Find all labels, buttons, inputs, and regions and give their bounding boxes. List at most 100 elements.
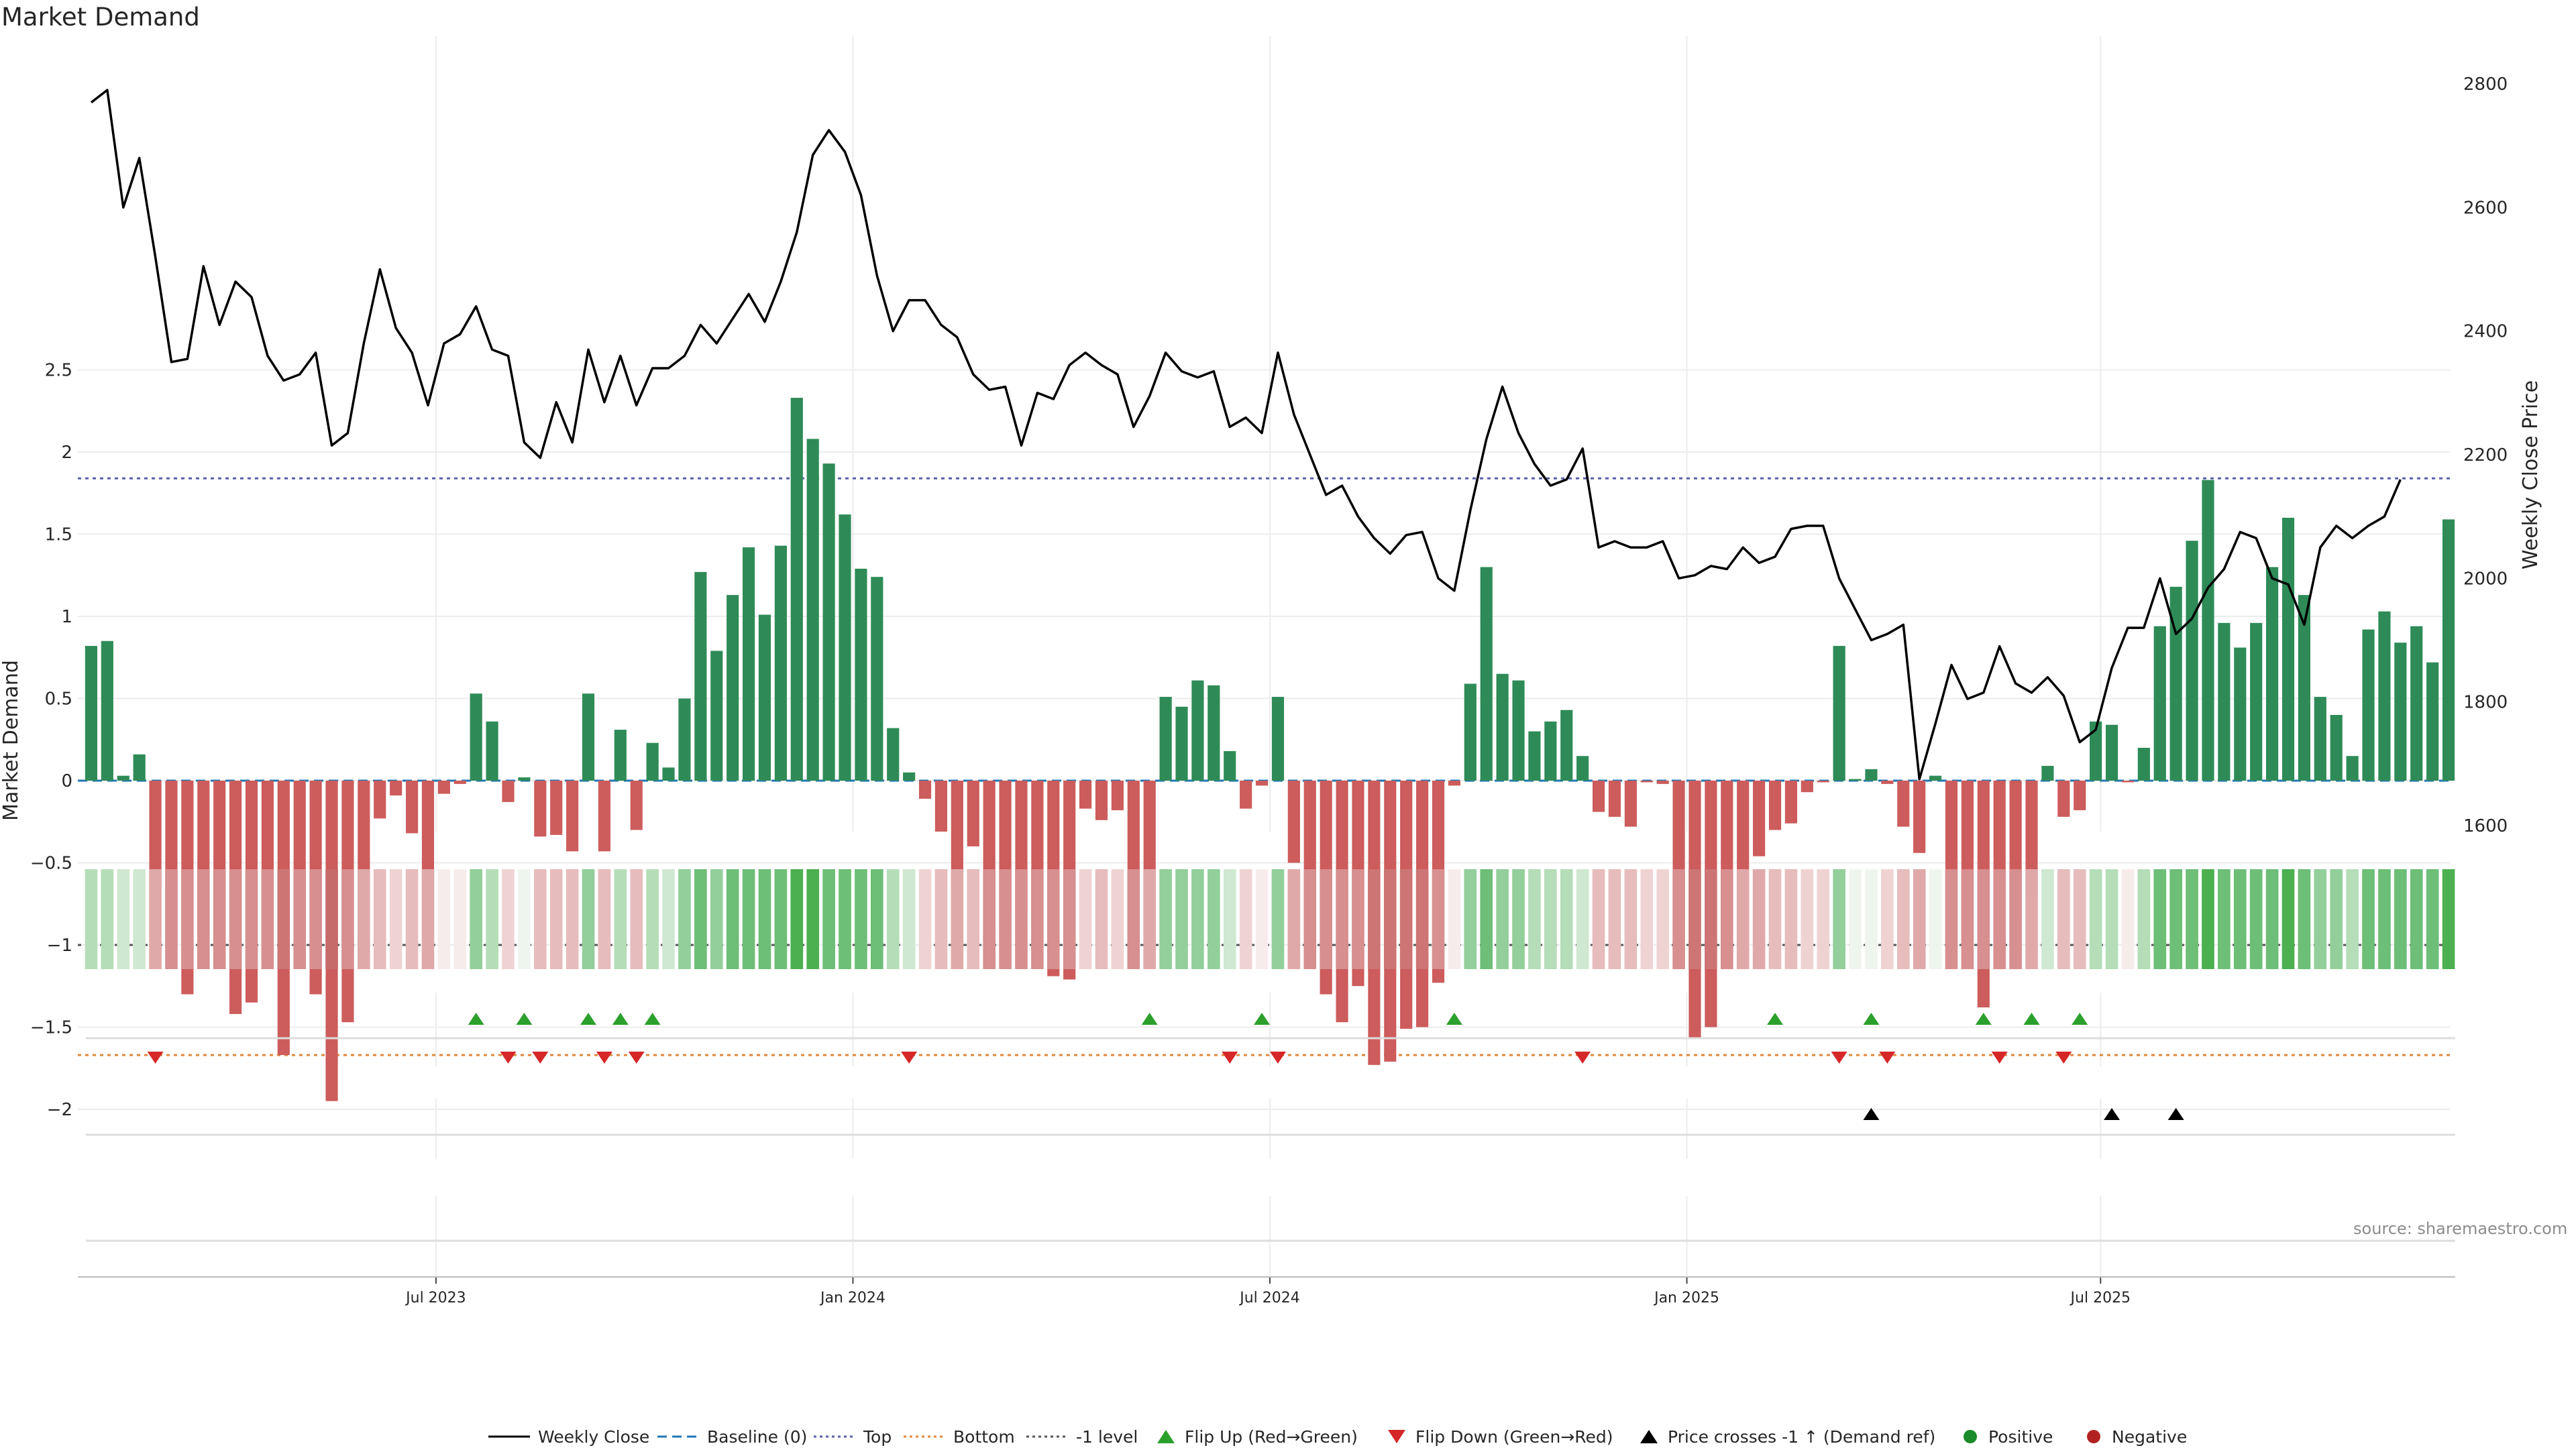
demand-bar xyxy=(1817,781,1829,783)
demand-bar xyxy=(1111,781,1124,811)
demand-bar xyxy=(2169,586,2182,781)
event-markers xyxy=(86,1013,2455,1242)
price-cross-marker xyxy=(2167,1108,2184,1120)
flip-down-marker xyxy=(1574,1052,1591,1064)
strength-cell xyxy=(453,869,467,969)
dotted-line-swatch-icon xyxy=(814,1435,855,1438)
demand-bar xyxy=(2090,721,2102,781)
strength-cell xyxy=(2121,869,2135,969)
flip-down-marker xyxy=(1831,1052,1847,1064)
strength-cell xyxy=(277,869,290,969)
source-note: source: sharemaestro.com xyxy=(2353,1219,2568,1238)
strength-cell xyxy=(1480,869,1493,969)
strength-cell xyxy=(389,869,402,969)
strength-cell xyxy=(902,869,916,969)
demand-bar xyxy=(85,646,98,781)
strength-cell xyxy=(502,869,515,969)
strength-cell xyxy=(117,869,130,969)
strength-cell xyxy=(133,869,146,969)
demand-bar xyxy=(1624,781,1637,827)
legend-label: Bottom xyxy=(953,1427,1015,1447)
y-tick-label: 2 xyxy=(61,443,72,463)
x-tick-label: Jul 2024 xyxy=(1238,1290,1300,1306)
strength-cell xyxy=(341,869,354,969)
legend-negative: Negative xyxy=(2084,1423,2187,1450)
flip-up-marker xyxy=(580,1013,597,1025)
x-tick-label: Jul 2023 xyxy=(405,1290,466,1306)
strength-cell xyxy=(405,869,419,969)
demand-bar xyxy=(1287,781,1300,863)
demand-bar xyxy=(2330,715,2343,781)
x-tick-label: Jan 2024 xyxy=(819,1290,885,1306)
strength-cell xyxy=(2394,869,2407,969)
strength-cell xyxy=(1833,869,1845,969)
strength-cell xyxy=(855,869,867,969)
demand-bar xyxy=(1095,781,1108,820)
strength-cell xyxy=(1784,869,1798,969)
demand-bar xyxy=(855,568,867,781)
strength-cell xyxy=(1015,869,1028,969)
triangle-up-icon xyxy=(1640,1430,1658,1443)
strength-cell xyxy=(165,869,178,969)
strength-cell xyxy=(886,869,900,969)
y-tick-label: −0.5 xyxy=(30,854,72,874)
strength-cell xyxy=(2426,869,2439,969)
demand-bar xyxy=(582,693,595,781)
demand-bar xyxy=(1480,567,1493,781)
price-cross-marker xyxy=(1863,1108,1880,1120)
demand-bar xyxy=(1464,683,1477,781)
flip-down-marker xyxy=(1991,1052,2008,1064)
strength-cell xyxy=(678,869,691,969)
demand-bar xyxy=(871,577,883,781)
triangle-up-icon xyxy=(1157,1430,1175,1443)
strength-cell xyxy=(566,869,579,969)
triangle-down-icon xyxy=(1388,1430,1405,1443)
demand-bar xyxy=(1576,756,1589,781)
axes-layer: 2.5 2 1.5 1 0.5 0 −0.5 −1 −1.5 −2 2800 2600 2400 2200… xyxy=(0,74,2542,1306)
strength-cell xyxy=(934,869,948,969)
demand-bar xyxy=(646,742,659,781)
strength-cell xyxy=(967,869,980,969)
demand-bar xyxy=(2442,519,2455,781)
demand-bar xyxy=(421,781,435,878)
demand-bar xyxy=(967,781,979,846)
demand-bar xyxy=(2025,781,2038,893)
strength-cell xyxy=(1544,869,1557,969)
strength-cell xyxy=(2057,869,2070,969)
strength-cell xyxy=(2009,869,2022,969)
demand-bar xyxy=(1528,731,1541,781)
demand-bar xyxy=(405,781,419,834)
legend-price-cross: Price crosses -1 ↑ (Demand ref) xyxy=(1638,1423,1935,1450)
demand-bar xyxy=(918,781,932,799)
strength-cell xyxy=(1672,869,1685,969)
demand-bar xyxy=(518,777,531,781)
strength-cell xyxy=(918,869,932,969)
strength-cell xyxy=(293,869,307,969)
y2-tick-label: 2400 xyxy=(2463,322,2508,342)
legend-positive: Positive xyxy=(1960,1423,2053,1450)
strength-cell xyxy=(614,869,627,969)
strength-cell xyxy=(2282,869,2295,969)
strength-cell xyxy=(2346,869,2359,969)
flip-down-marker xyxy=(500,1052,517,1064)
y2-tick-label: 1600 xyxy=(2463,816,2508,836)
demand-bar xyxy=(1544,721,1557,781)
line-swatch-icon xyxy=(488,1435,530,1438)
strength-cell xyxy=(1720,869,1733,969)
flip-up-marker xyxy=(612,1013,629,1025)
strength-cell xyxy=(1656,869,1670,969)
price-cross-marker xyxy=(2104,1108,2121,1120)
strength-cell xyxy=(1111,869,1124,969)
demand-bar xyxy=(2346,756,2359,781)
demand-bar xyxy=(614,730,627,781)
demand-bar xyxy=(2234,647,2247,781)
strength-cell xyxy=(1624,869,1638,969)
strength-cell xyxy=(309,869,322,969)
demand-bar xyxy=(839,514,851,781)
demand-bar xyxy=(1768,781,1782,830)
flip-down-marker xyxy=(532,1052,549,1064)
strength-cell xyxy=(2362,869,2375,969)
demand-bar xyxy=(470,693,482,781)
strength-cell xyxy=(1993,869,2006,969)
strength-cell xyxy=(1352,869,1364,969)
